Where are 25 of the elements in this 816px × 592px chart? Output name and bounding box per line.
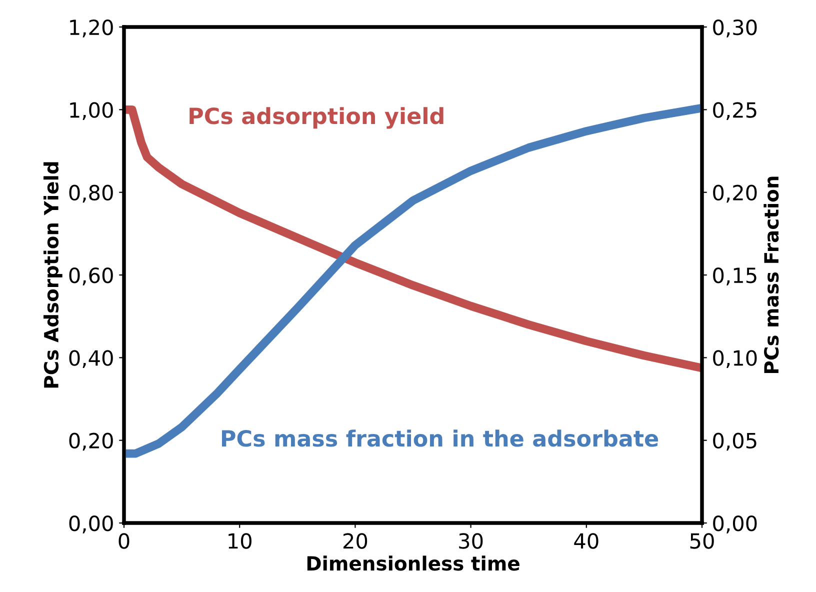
- y-tick-label: 1,20: [70, 19, 113, 38]
- y-tick-label: 0,60: [69, 267, 113, 286]
- y-tick-label: 1,00: [70, 102, 113, 120]
- y2-tick-label: 0,15: [713, 267, 756, 286]
- y-tick-label: 0,80: [69, 184, 113, 203]
- y2-tick-label: 0,20: [713, 184, 757, 203]
- y2-tick-label: 0,30: [713, 19, 757, 38]
- x-tick-label: 30: [459, 533, 483, 549]
- x-tick-label: 20: [343, 533, 368, 549]
- x-axis-title: Dimensionless time: [307, 556, 520, 571]
- y-tick-label: 0,40: [69, 350, 113, 368]
- y2-tick-label: 0,05: [713, 432, 756, 451]
- y2-tick-label: 0,00: [713, 515, 757, 534]
- y-tick-label: 0,00: [69, 515, 113, 534]
- x-tick-label: 40: [574, 533, 598, 549]
- y-axis-title: PCs Adsorption Yield: [44, 162, 62, 388]
- text: PCs adsorption yield: [190, 107, 444, 129]
- series-label: PCs mass fraction in the adsorbate: [222, 430, 658, 447]
- y2-tick-label: 0,10: [713, 350, 757, 368]
- x-tick-label: 50: [690, 533, 714, 549]
- x-tick-label: 10: [228, 533, 252, 549]
- x-tick-label: 0: [118, 533, 130, 549]
- y2-axis-title: PCs mass Fraction: [764, 176, 779, 374]
- y-tick-label: 0,20: [69, 432, 113, 451]
- y2-tick-label: 0,25: [713, 102, 756, 120]
